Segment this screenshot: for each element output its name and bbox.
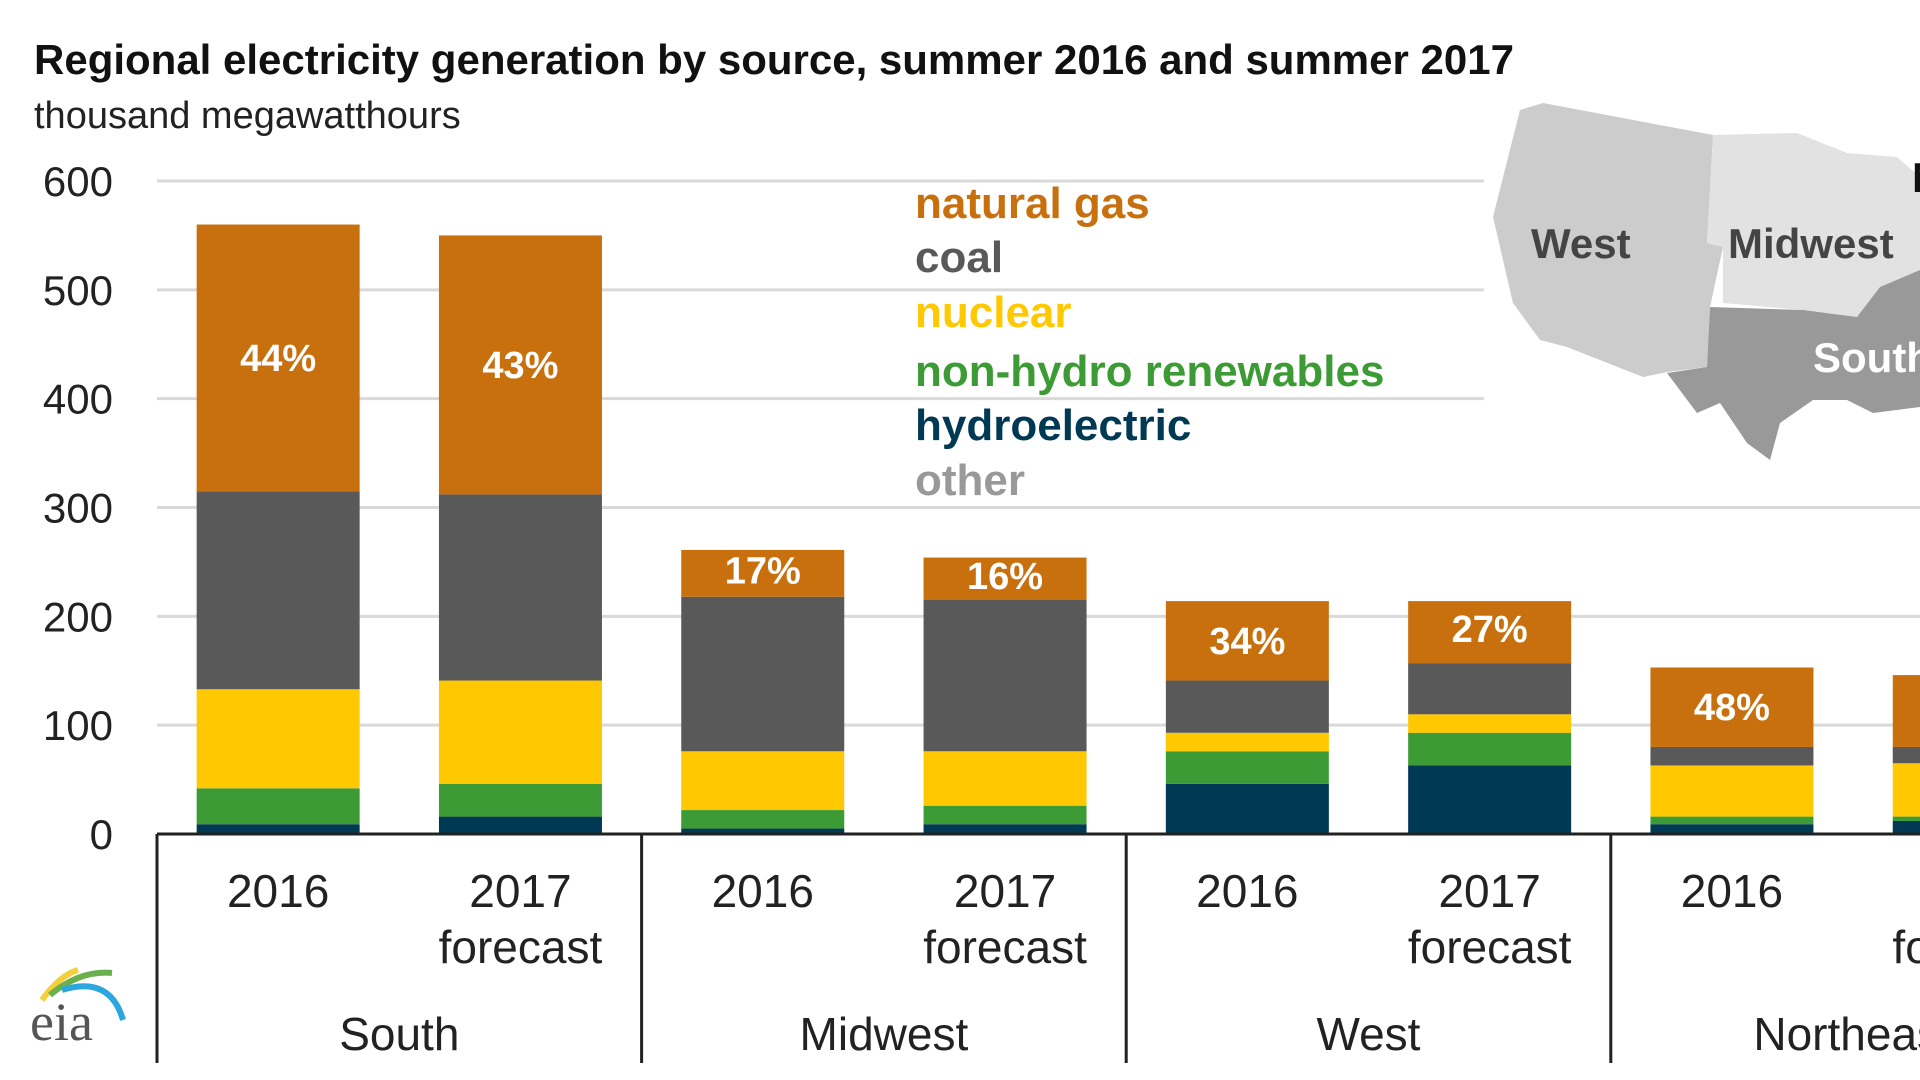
legend-entry: coal bbox=[915, 233, 1003, 282]
gas-share-label: 48% bbox=[1694, 687, 1770, 729]
map-label-midwest: Midwest bbox=[1728, 220, 1894, 267]
bar-segment-natural-gas bbox=[1408, 601, 1572, 664]
gas-share-label: 17% bbox=[725, 550, 801, 592]
x-group-label: South bbox=[339, 1008, 459, 1060]
x-tick-year: 2016 bbox=[1681, 865, 1783, 917]
bar-segment-non-hydro-renewables bbox=[1408, 732, 1572, 766]
map-south bbox=[1667, 270, 1920, 460]
gas-share-label: 43% bbox=[482, 345, 558, 387]
map-midwest bbox=[1707, 133, 1920, 317]
legend-entry: nuclear bbox=[915, 288, 1072, 337]
bar-segment-hydroelectric bbox=[923, 824, 1087, 834]
bar-segment-nuclear bbox=[1650, 765, 1814, 817]
bar-segment-non-hydro-renewables bbox=[438, 783, 602, 817]
x-group-label: West bbox=[1317, 1008, 1421, 1060]
x-tick-forecast: forecast bbox=[1408, 921, 1572, 973]
region-map: West Midwest South Northeast bbox=[1493, 103, 1920, 460]
x-tick-year: 2016 bbox=[712, 865, 814, 917]
bar-segment-natural-gas bbox=[681, 549, 845, 597]
y-tick-label: 300 bbox=[43, 485, 113, 532]
gas-share-label: 27% bbox=[1452, 609, 1528, 651]
bar-segment-non-hydro-renewables bbox=[1892, 816, 1920, 821]
bar-segment-coal bbox=[1408, 663, 1572, 715]
legend-entry: hydroelectric bbox=[915, 401, 1191, 450]
gas-share-label: 44% bbox=[240, 338, 316, 380]
bar-segment-nuclear bbox=[196, 689, 360, 789]
bar-segment-hydroelectric bbox=[1408, 765, 1572, 834]
x-group-label: Midwest bbox=[800, 1008, 969, 1060]
legend-entry: other bbox=[915, 456, 1025, 505]
svg-text:eia: eia bbox=[30, 992, 93, 1052]
x-tick-forecast: forecast bbox=[923, 921, 1087, 973]
x-tick-year: 2017 bbox=[469, 865, 571, 917]
bar-segment-nuclear bbox=[1892, 763, 1920, 817]
bar-segment-natural-gas bbox=[196, 224, 360, 492]
x-tick-year: 2016 bbox=[227, 865, 329, 917]
y-tick-label: 0 bbox=[90, 811, 113, 858]
chart-title: Regional electricity generation by sourc… bbox=[34, 36, 1514, 83]
bar-segment-nuclear bbox=[923, 751, 1087, 806]
legend-entry: non-hydro renewables bbox=[915, 347, 1384, 396]
x-tick-forecast: forecast bbox=[1892, 921, 1920, 973]
y-tick-label: 400 bbox=[43, 376, 113, 423]
bar-segment-nuclear bbox=[1165, 732, 1329, 752]
y-tick-label: 200 bbox=[43, 593, 113, 640]
bar-segment-natural-gas bbox=[923, 557, 1087, 601]
bar-segment-coal bbox=[1165, 680, 1329, 733]
bar-segment-coal bbox=[923, 600, 1087, 752]
chart-subtitle: thousand megawatthours bbox=[34, 95, 461, 137]
bar-segment-natural-gas bbox=[1165, 601, 1329, 681]
legend-entry: natural gas bbox=[915, 179, 1150, 228]
bar-segment-coal bbox=[438, 494, 602, 681]
map-west bbox=[1493, 103, 1723, 377]
bar-segment-hydroelectric bbox=[681, 828, 845, 834]
x-tick-forecast: forecast bbox=[439, 921, 603, 973]
bar-segment-hydroelectric bbox=[1650, 824, 1814, 834]
bar-segment-non-hydro-renewables bbox=[923, 805, 1087, 825]
map-label-northeast: Northeast bbox=[1912, 154, 1920, 201]
bar-segment-natural-gas bbox=[1892, 675, 1920, 747]
bar-segment-nuclear bbox=[681, 751, 845, 811]
map-label-west: West bbox=[1531, 220, 1631, 267]
bar-segment-natural-gas bbox=[1650, 667, 1814, 747]
bar-segment-hydroelectric bbox=[196, 824, 360, 834]
y-tick-label: 600 bbox=[43, 158, 113, 205]
map-label-south: South bbox=[1813, 334, 1920, 381]
bar-segment-non-hydro-renewables bbox=[681, 810, 845, 829]
x-group-label: Northeast bbox=[1753, 1008, 1920, 1060]
bar-segment-non-hydro-renewables bbox=[1165, 751, 1329, 784]
x-tick-year: 2017 bbox=[1438, 865, 1540, 917]
bar-segment-non-hydro-renewables bbox=[1650, 816, 1814, 825]
gas-share-label: 16% bbox=[967, 556, 1043, 598]
bar-segment-nuclear bbox=[438, 680, 602, 784]
x-tick-year: 2016 bbox=[1196, 865, 1298, 917]
bar-segment-natural-gas bbox=[438, 235, 602, 495]
bar-segment-coal bbox=[1650, 746, 1814, 766]
gas-share-label: 34% bbox=[1209, 621, 1285, 663]
bar-segment-non-hydro-renewables bbox=[196, 788, 360, 825]
eia-logo: eia bbox=[30, 967, 126, 1052]
bar-segment-hydroelectric bbox=[438, 816, 602, 834]
bar-segment-nuclear bbox=[1408, 714, 1572, 733]
bar-segment-hydroelectric bbox=[1892, 820, 1920, 834]
x-tick-year: 2017 bbox=[954, 865, 1056, 917]
y-tick-label: 100 bbox=[43, 702, 113, 749]
bar-segment-coal bbox=[196, 491, 360, 690]
bar-segment-coal bbox=[681, 596, 845, 752]
y-tick-label: 500 bbox=[43, 267, 113, 314]
bar-segment-hydroelectric bbox=[1165, 783, 1329, 834]
bar-segment-coal bbox=[1892, 746, 1920, 764]
